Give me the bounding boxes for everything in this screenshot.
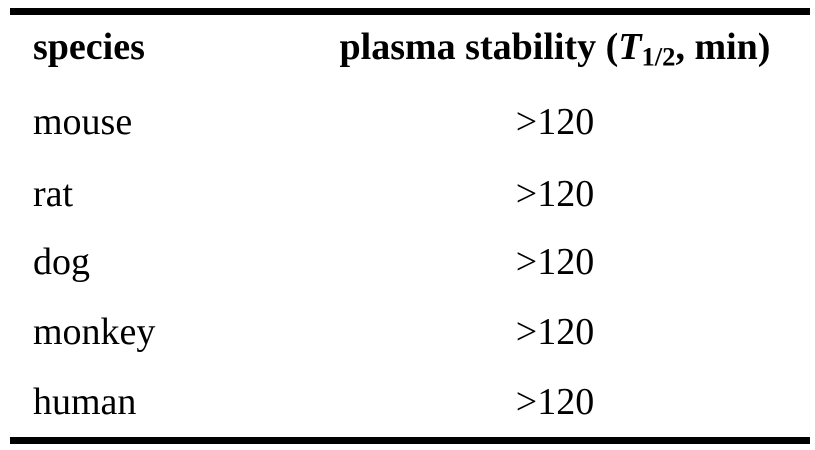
plasma-stability-cell: >120 (515, 311, 595, 353)
table-row: monkey >120 (0, 313, 815, 357)
plasma-stability-header-suffix: , min) (675, 26, 771, 68)
plasma-stability-header-prefix: plasma stability ( (339, 26, 619, 68)
half-life-symbol: T (618, 26, 642, 68)
table-top-rule (10, 8, 810, 15)
plasma-stability-cell: >120 (515, 241, 595, 283)
species-cell: rat (33, 173, 74, 215)
table-bottom-rule (10, 437, 810, 444)
table-row: dog >120 (0, 243, 815, 287)
species-cell: mouse (33, 101, 133, 143)
plasma-stability-cell: >120 (515, 381, 595, 423)
species-cell: human (33, 381, 137, 423)
table-row: rat >120 (0, 175, 815, 219)
column-header-species: species (33, 26, 145, 68)
column-header-plasma-stability: plasma stability (T1/2, min) (305, 28, 805, 76)
table-row: mouse >120 (0, 103, 815, 147)
half-life-subscript: 1/2 (641, 41, 676, 72)
species-cell: monkey (33, 311, 156, 353)
species-cell: dog (33, 241, 90, 283)
plasma-stability-cell: >120 (515, 173, 595, 215)
table-row: human >120 (0, 383, 815, 427)
plasma-stability-cell: >120 (515, 101, 595, 143)
table-header-row: species plasma stability (T1/2, min) (0, 28, 815, 72)
